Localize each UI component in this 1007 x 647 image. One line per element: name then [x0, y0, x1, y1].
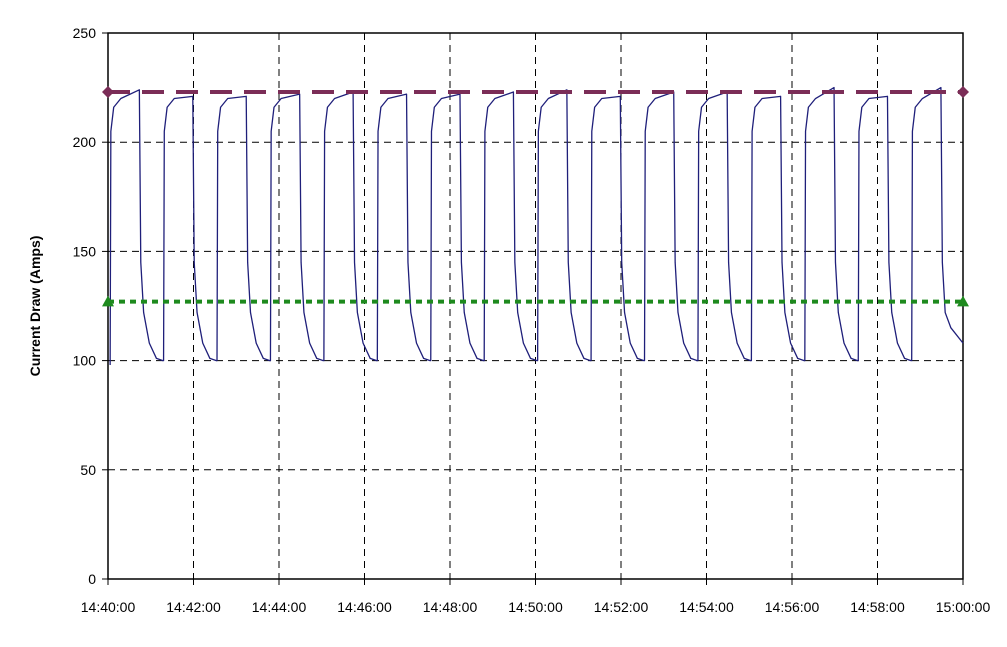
series-marker: [957, 85, 969, 98]
x-tick-label: 14:50:00: [508, 599, 563, 615]
series-marker: [102, 295, 114, 307]
series-marker: [102, 85, 114, 98]
x-tick-label: 14:42:00: [166, 599, 221, 615]
y-tick-label: 200: [73, 134, 97, 150]
series-line: [109, 86, 964, 365]
x-tick-label: 14:58:00: [850, 599, 905, 615]
y-tick-label: 150: [73, 243, 97, 259]
x-tick-label: 14:52:00: [594, 599, 649, 615]
y-tick-label: 50: [80, 462, 96, 478]
x-tick-label: 15:00:00: [936, 599, 991, 615]
series-marker: [957, 295, 969, 307]
y-tick-label: 0: [88, 571, 96, 587]
x-tick-label: 14:56:00: [765, 599, 820, 615]
x-tick-label: 14:54:00: [679, 599, 734, 615]
x-tick-label: 14:40:00: [81, 599, 136, 615]
y-tick-label: 250: [73, 25, 97, 41]
x-tick-label: 14:46:00: [337, 599, 392, 615]
y-axis-label: Current Draw (Amps): [27, 236, 43, 377]
x-tick-label: 14:44:00: [252, 599, 307, 615]
y-tick-label: 100: [73, 353, 97, 369]
x-tick-label: 14:48:00: [423, 599, 478, 615]
